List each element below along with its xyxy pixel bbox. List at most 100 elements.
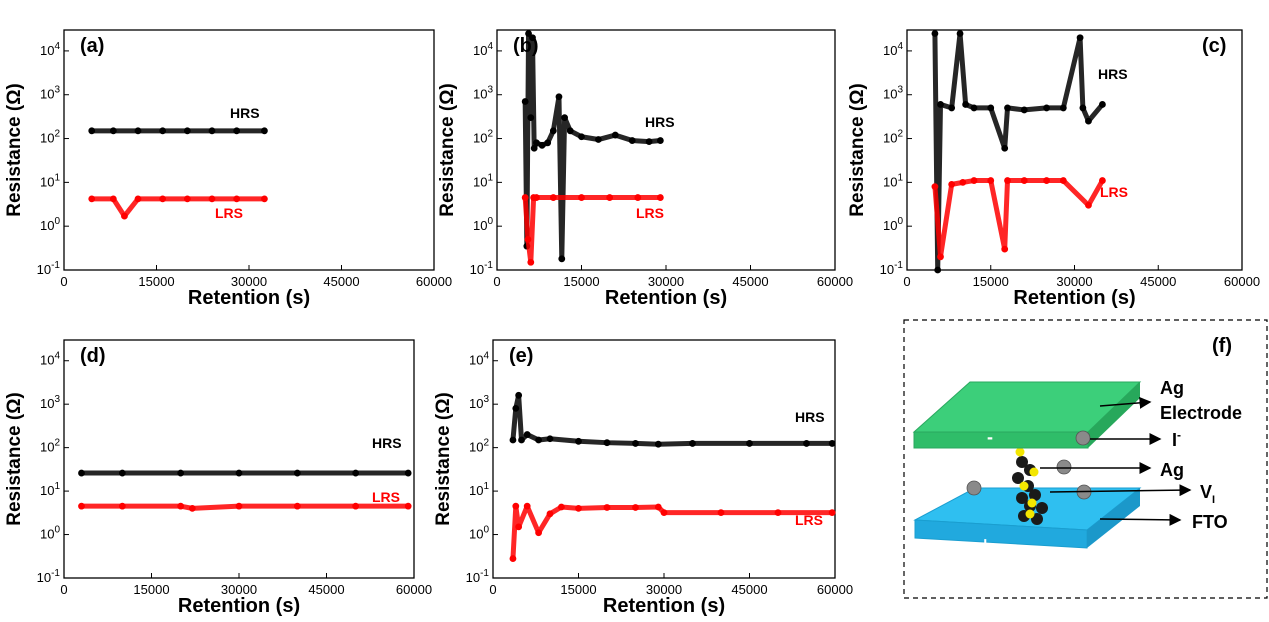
schematic-panel: (f) + - — [903, 319, 1268, 599]
x-tick-label: 0 — [489, 582, 496, 597]
data-point-lrs — [521, 194, 529, 201]
data-point-lrs — [632, 504, 639, 511]
data-point-lrs — [654, 503, 662, 511]
data-point-hrs — [1076, 34, 1084, 42]
y-tick-label: 100 — [473, 216, 493, 233]
y-axis-label: Resistance (Ω) — [433, 392, 454, 526]
data-point-hrs — [1043, 104, 1050, 112]
x-tick-label: 45000 — [731, 582, 767, 597]
data-point-hrs — [529, 34, 536, 42]
data-point-lrs — [987, 177, 995, 184]
data-point-lrs — [509, 555, 517, 562]
x-tick-label: 15000 — [563, 274, 599, 289]
arrow-electrode — [1099, 396, 1152, 409]
data-point-lrs — [931, 183, 939, 191]
data-point-lrs — [261, 195, 268, 203]
data-point-lrs — [1059, 177, 1067, 184]
y-tick-label: 100 — [40, 216, 60, 233]
x-tick-label: 45000 — [1140, 274, 1176, 289]
x-tick-label: 60000 — [396, 582, 432, 597]
data-point-hrs — [1079, 104, 1087, 112]
x-tick-label: 15000 — [560, 582, 596, 597]
series-line-hrs — [510, 392, 833, 447]
ag-electrode-edge — [913, 431, 1089, 449]
minus-sign: - — [987, 427, 993, 447]
x-axis-label: Retention (s) — [188, 287, 310, 309]
x-tick-label: 45000 — [732, 274, 768, 289]
data-point-lrs — [233, 195, 241, 203]
data-point-hrs — [1001, 144, 1009, 152]
data-point-hrs — [656, 137, 664, 144]
y-tick-label: 100 — [469, 525, 489, 542]
y-tick-label: 101 — [40, 481, 60, 498]
chart-panel-e: 0 15000 30000 45000 60000 10-1 100 101 102 103 104… — [433, 339, 853, 617]
data-point-hrs — [555, 93, 563, 101]
data-point-lrs — [523, 502, 531, 510]
plot-frame — [496, 29, 836, 271]
data-point-hrs — [1085, 117, 1092, 125]
x-tick-label: 30000 — [646, 582, 682, 597]
data-point-hrs — [535, 436, 542, 444]
x-tick-label: 0 — [903, 274, 910, 289]
panel-label-c: (c) — [1202, 35, 1226, 57]
data-point-lrs — [527, 258, 535, 266]
arrow-fto — [1099, 513, 1182, 526]
data-point-hrs — [261, 127, 268, 135]
series-label-hrs: HRS — [230, 105, 260, 121]
data-point-lrs — [512, 502, 520, 510]
x-tick-label: 0 — [493, 274, 500, 289]
data-point-lrs — [159, 195, 167, 203]
series-label-hrs: HRS — [1098, 66, 1128, 82]
data-point-hrs — [937, 101, 944, 108]
data-point-lrs — [575, 504, 582, 512]
data-point-lrs — [656, 194, 664, 201]
data-point-hrs — [134, 127, 142, 135]
y-tick-label: 103 — [469, 394, 489, 411]
data-point-lrs — [121, 212, 128, 220]
data-point-lrs — [774, 509, 782, 516]
iodide-ion — [1075, 430, 1091, 446]
y-tick-label: 103 — [40, 394, 60, 411]
data-point-hrs — [987, 104, 995, 112]
data-point-hrs — [404, 469, 412, 477]
data-point-hrs — [1004, 104, 1011, 112]
data-point-lrs — [717, 509, 725, 516]
data-point-hrs — [509, 436, 517, 444]
data-point-lrs — [533, 194, 540, 201]
data-point-hrs — [527, 114, 535, 122]
series-label-hrs: HRS — [795, 409, 825, 425]
label-fto: FTO — [1192, 512, 1228, 532]
data-point-hrs — [533, 139, 540, 147]
data-point-lrs — [937, 253, 944, 261]
data-point-hrs — [78, 469, 85, 477]
x-tick-label: 30000 — [1056, 274, 1092, 289]
data-point-lrs — [109, 195, 117, 203]
data-point-lrs — [660, 509, 668, 516]
series-label-lrs: LRS — [215, 205, 243, 221]
data-point-hrs — [118, 469, 126, 477]
data-point-hrs — [159, 127, 167, 135]
data-point-hrs — [654, 440, 662, 448]
x-tick-label: 30000 — [648, 274, 684, 289]
y-axis-label: Resistance (Ω) — [4, 392, 25, 526]
x-axis-label: Retention (s) — [178, 595, 300, 617]
series-line-lrs — [81, 503, 409, 511]
data-point-hrs — [595, 136, 602, 143]
data-point-hrs — [546, 435, 554, 443]
data-point-lrs — [235, 502, 243, 510]
x-axis-label: Retention (s) — [605, 287, 727, 309]
data-point-hrs — [549, 127, 557, 135]
x-tick-label: 60000 — [817, 274, 853, 289]
data-point-hrs — [558, 255, 566, 263]
data-point-hrs — [1059, 104, 1067, 112]
x-tick-label: 0 — [60, 274, 67, 289]
data-point-lrs — [208, 195, 216, 203]
x-tick-label: 45000 — [323, 274, 359, 289]
y-axis-label: Resistance (Ω) — [847, 83, 868, 217]
y-tick-label: 103 — [40, 85, 60, 102]
x-tick-label: 60000 — [817, 582, 853, 597]
data-point-hrs — [512, 404, 520, 412]
series-label-hrs: HRS — [372, 435, 402, 451]
data-point-lrs — [535, 529, 542, 537]
